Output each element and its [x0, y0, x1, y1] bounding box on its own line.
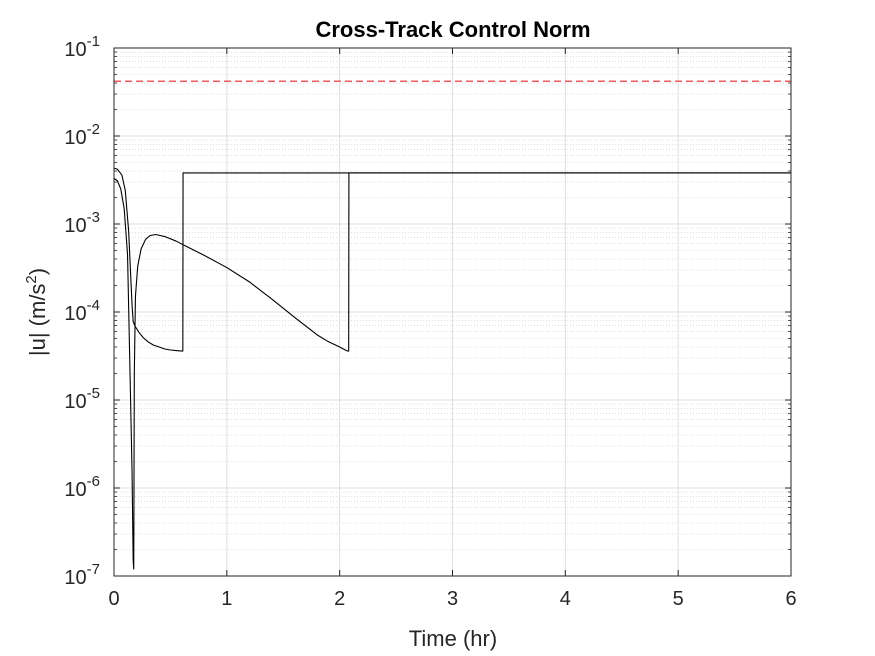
x-tick-label: 2: [334, 588, 345, 610]
y-tick-label-exponent: -3: [87, 209, 100, 226]
y-tick-label-base: 10: [64, 39, 86, 61]
series-line-2: [113, 172, 791, 570]
series-layer: [113, 167, 791, 570]
y-tick-label-exponent: -7: [87, 561, 100, 578]
y-tick-label: 10-1: [64, 33, 100, 61]
x-tick-labels: 0 1 2 3 4 5 6: [108, 588, 796, 610]
y-axis-label-base: |u| (m/s: [25, 284, 50, 357]
y-tick-label-base: 10: [64, 391, 86, 413]
chart-title: Cross-Track Control Norm: [315, 17, 590, 42]
y-tick-label-base: 10: [64, 127, 86, 149]
y-axis-label-sup: 2: [23, 275, 40, 283]
plot-area: [113, 47, 792, 577]
x-tick-label: 0: [108, 588, 119, 610]
y-tick-label: 10-7: [64, 561, 100, 589]
y-tick-label-base: 10: [64, 479, 86, 501]
y-tick-label-base: 10: [64, 303, 86, 325]
y-axis-label: |u| (m/s2): [23, 268, 50, 356]
x-tick-label: 4: [560, 588, 571, 610]
y-axis-label-close: ): [25, 268, 50, 275]
y-tick-label-exponent: -2: [87, 121, 100, 138]
y-tick-label: 10-4: [64, 297, 100, 325]
y-tick-labels: 10-710-610-510-410-310-210-1: [64, 33, 100, 589]
y-tick-label: 10-6: [64, 473, 100, 501]
x-tick-label: 5: [673, 588, 684, 610]
y-tick-label-exponent: -5: [87, 385, 100, 402]
y-tick-label: 10-2: [64, 121, 100, 149]
y-tick-label-exponent: -6: [87, 473, 100, 490]
y-tick-label-base: 10: [64, 567, 86, 589]
y-tick-label: 10-5: [64, 385, 100, 413]
series-line-1: [113, 167, 791, 352]
x-axis-label: Time (hr): [409, 626, 497, 651]
y-tick-label-base: 10: [64, 215, 86, 237]
y-tick-label: 10-3: [64, 209, 100, 237]
x-tick-label: 3: [447, 588, 458, 610]
x-tick-label: 1: [221, 588, 232, 610]
x-tick-label: 6: [785, 588, 796, 610]
y-tick-label-exponent: -4: [87, 297, 100, 314]
ticks: [113, 47, 792, 577]
y-tick-label-exponent: -1: [87, 33, 100, 50]
